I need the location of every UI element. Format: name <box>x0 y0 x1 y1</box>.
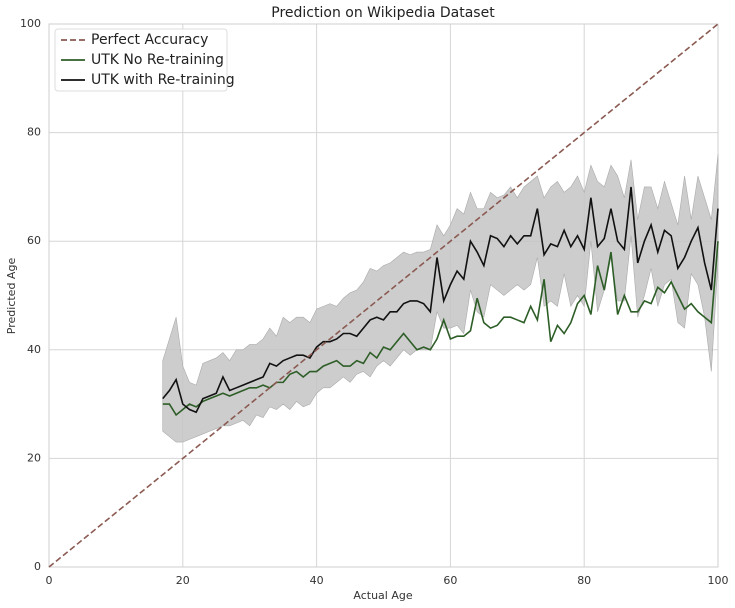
chart-title: Prediction on Wikipedia Dataset <box>271 5 495 21</box>
x-tick-label: 20 <box>176 574 190 587</box>
series-line <box>162 241 719 417</box>
y-tick-label: 20 <box>27 451 41 464</box>
legend-label: UTK No Re-training <box>91 52 224 68</box>
series-line <box>162 186 719 414</box>
x-tick-label: 40 <box>310 574 324 587</box>
y-tick-label: 0 <box>34 560 41 573</box>
x-tick-label: 100 <box>708 574 729 587</box>
legend-label: UTK with Re-training <box>91 72 235 88</box>
y-tick-label: 100 <box>20 17 41 30</box>
y-tick-label: 40 <box>27 343 41 356</box>
legend-box <box>54 28 228 92</box>
y-axis-label: Predicted Age <box>5 258 18 335</box>
x-tick-label: 80 <box>577 574 591 587</box>
legend: Perfect Accuracy UTK No Re-training UTK wi… <box>54 28 235 92</box>
x-axis-label: Actual Age <box>353 589 412 602</box>
plot-frame <box>48 23 719 568</box>
confidence-band <box>162 154 719 443</box>
x-tick-label: 60 <box>443 574 457 587</box>
x-tick-label: 0 <box>46 574 53 587</box>
y-tick-label: 80 <box>27 126 41 139</box>
legend-label: Perfect Accuracy <box>91 32 208 48</box>
y-tick-label: 60 <box>27 234 41 247</box>
